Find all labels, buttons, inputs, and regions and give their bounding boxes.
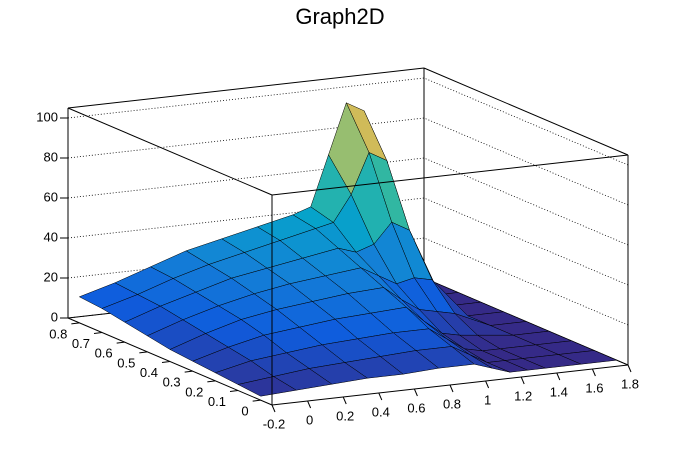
- y-tick: [93, 332, 103, 334]
- x-tick: [627, 364, 632, 373]
- x-tick: [342, 396, 347, 405]
- x-tick-label: 0.2: [336, 408, 354, 423]
- y-tick-label: 0.7: [72, 336, 90, 351]
- x-tick-label: 0: [306, 412, 313, 427]
- y-tick-label: 0.4: [140, 365, 158, 380]
- y-tick-label: 0.6: [95, 346, 113, 361]
- y-tick: [139, 351, 148, 354]
- y-tick: [184, 370, 193, 373]
- y-tick-label: 0.2: [185, 384, 203, 399]
- y-tick: [229, 390, 239, 392]
- z-tick-label: 60: [44, 189, 58, 204]
- y-tick-label: 0.1: [208, 394, 226, 409]
- z-tick-label: 20: [44, 269, 58, 284]
- y-tick-label: 0.5: [117, 355, 135, 370]
- x-tick-label: 1.8: [621, 376, 639, 391]
- x-tick: [591, 368, 596, 377]
- x-tick-label: 0.8: [443, 396, 461, 411]
- box-edge: [271, 154, 629, 196]
- z-tick-label: 40: [44, 229, 58, 244]
- x-tick-label: 0.6: [407, 400, 425, 415]
- x-tick: [307, 400, 312, 409]
- y-tick: [116, 341, 125, 344]
- y-tick: [207, 380, 216, 383]
- y-tick-label: 0.8: [49, 326, 67, 341]
- z-tick-label: 0: [51, 309, 58, 324]
- x-tick: [271, 404, 276, 413]
- x-tick: [485, 380, 490, 389]
- y-tick-label: 0.3: [163, 375, 181, 390]
- surface-cell: [237, 376, 298, 397]
- y-tick: [161, 361, 171, 363]
- x-tick: [520, 376, 525, 385]
- box-edge: [423, 67, 629, 156]
- y-tick: [252, 399, 261, 402]
- x-tick-label: 0.4: [372, 404, 390, 419]
- x-tick-label: 1: [484, 392, 491, 407]
- box-edge: [67, 107, 273, 196]
- x-tick: [556, 372, 561, 381]
- x-tick: [378, 392, 383, 401]
- x-tick: [449, 384, 454, 393]
- box-edge: [67, 67, 425, 109]
- y-tick: [71, 322, 80, 325]
- x-tick-label: -0.2: [263, 416, 285, 431]
- x-tick-label: 1.2: [514, 388, 532, 403]
- x-tick-label: 1.4: [550, 384, 568, 399]
- z-tick-label: 100: [36, 109, 58, 124]
- x-tick-label: 1.6: [585, 380, 603, 395]
- chart-title: Graph2D: [295, 4, 384, 29]
- x-tick: [413, 388, 418, 397]
- y-tick-label: 0: [241, 404, 248, 419]
- z-tick-label: 80: [44, 149, 58, 164]
